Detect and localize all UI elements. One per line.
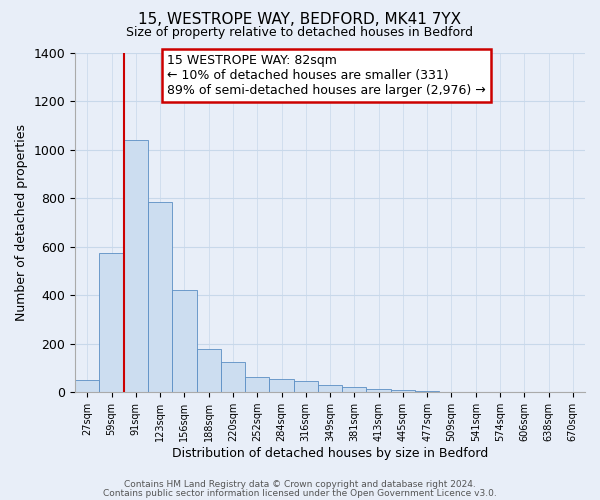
Bar [245,377,269,392]
Bar [342,386,367,392]
Bar [100,252,124,392]
X-axis label: Distribution of detached houses by size in Bedford: Distribution of detached houses by size … [172,447,488,460]
Bar [124,140,148,392]
Text: Contains HM Land Registry data © Crown copyright and database right 2024.: Contains HM Land Registry data © Crown c… [124,480,476,489]
Bar [269,379,293,392]
Bar [148,202,172,392]
Y-axis label: Number of detached properties: Number of detached properties [15,124,28,321]
Text: Contains public sector information licensed under the Open Government Licence v3: Contains public sector information licen… [103,489,497,498]
Bar [391,390,415,392]
Text: 15, WESTROPE WAY, BEDFORD, MK41 7YX: 15, WESTROPE WAY, BEDFORD, MK41 7YX [139,12,461,28]
Bar [172,290,197,392]
Bar [75,380,100,392]
Bar [367,388,391,392]
Text: 15 WESTROPE WAY: 82sqm
← 10% of detached houses are smaller (331)
89% of semi-de: 15 WESTROPE WAY: 82sqm ← 10% of detached… [167,54,485,97]
Bar [415,391,439,392]
Bar [221,362,245,392]
Bar [197,348,221,392]
Bar [293,380,318,392]
Bar [318,386,342,392]
Text: Size of property relative to detached houses in Bedford: Size of property relative to detached ho… [127,26,473,39]
